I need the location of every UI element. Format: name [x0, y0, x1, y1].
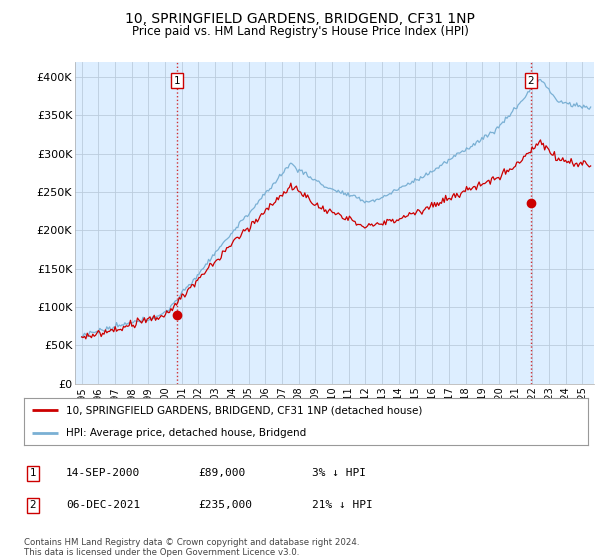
Text: £89,000: £89,000	[198, 468, 245, 478]
Text: 14-SEP-2000: 14-SEP-2000	[66, 468, 140, 478]
Text: 10, SPRINGFIELD GARDENS, BRIDGEND, CF31 1NP: 10, SPRINGFIELD GARDENS, BRIDGEND, CF31 …	[125, 12, 475, 26]
Text: 2: 2	[29, 500, 37, 510]
Text: £235,000: £235,000	[198, 500, 252, 510]
Text: HPI: Average price, detached house, Bridgend: HPI: Average price, detached house, Brid…	[66, 428, 307, 438]
Text: Contains HM Land Registry data © Crown copyright and database right 2024.
This d: Contains HM Land Registry data © Crown c…	[24, 538, 359, 557]
Text: Price paid vs. HM Land Registry's House Price Index (HPI): Price paid vs. HM Land Registry's House …	[131, 25, 469, 38]
Text: 21% ↓ HPI: 21% ↓ HPI	[312, 500, 373, 510]
Text: 10, SPRINGFIELD GARDENS, BRIDGEND, CF31 1NP (detached house): 10, SPRINGFIELD GARDENS, BRIDGEND, CF31 …	[66, 405, 422, 416]
Text: 3% ↓ HPI: 3% ↓ HPI	[312, 468, 366, 478]
Text: 06-DEC-2021: 06-DEC-2021	[66, 500, 140, 510]
Text: 1: 1	[173, 76, 180, 86]
Text: 2: 2	[527, 76, 534, 86]
Text: 1: 1	[29, 468, 37, 478]
